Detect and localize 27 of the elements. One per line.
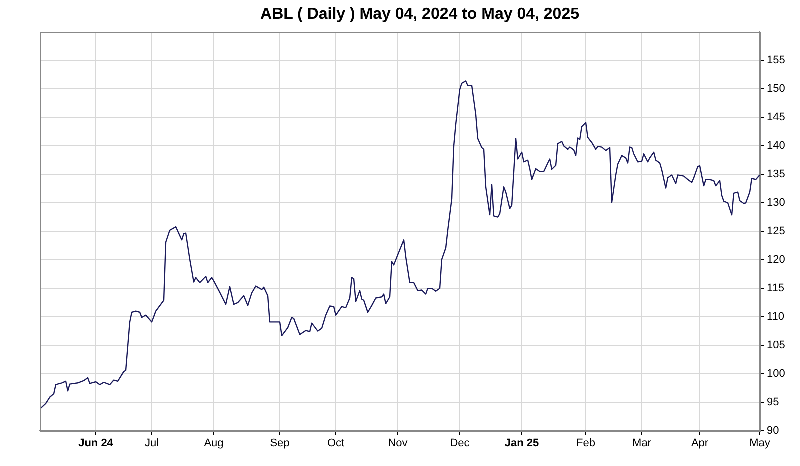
- y-tick-label: 130: [767, 197, 786, 210]
- y-tick-label: 120: [767, 254, 786, 266]
- y-tick-label: 155: [767, 54, 786, 67]
- y-tick-label: 105: [767, 340, 786, 352]
- x-tick-label: Feb: [576, 438, 596, 450]
- chart-title: ABL ( Daily ) May 04, 2024 to May 04, 2025: [260, 6, 580, 24]
- y-tick-label: 145: [767, 112, 786, 124]
- y-tick-label: 125: [767, 226, 786, 238]
- x-tick-label: Jun 24: [78, 438, 114, 450]
- x-tick-label: Mar: [632, 438, 652, 450]
- x-tick-label: Aug: [204, 438, 224, 450]
- x-tick-label: Dec: [450, 438, 470, 450]
- x-tick-label: Oct: [327, 438, 345, 450]
- x-tick-label: May: [750, 438, 771, 450]
- y-tick-label: 150: [767, 83, 786, 96]
- y-tick-label: 135: [767, 168, 786, 181]
- y-tick-label: 90: [767, 425, 780, 438]
- y-tick-label: 140: [767, 140, 786, 152]
- x-tick-label: Sep: [270, 438, 290, 450]
- x-tick-label: Jul: [144, 438, 160, 450]
- y-tick-label: 100: [767, 368, 786, 380]
- x-tick-label: Nov: [388, 438, 408, 450]
- y-tick-label: 95: [767, 396, 780, 409]
- x-tick-label: Jan 25: [504, 438, 540, 450]
- y-tick-label: 115: [767, 282, 785, 295]
- y-tick-label: 110: [767, 311, 785, 324]
- x-tick-label: Apr: [691, 438, 709, 450]
